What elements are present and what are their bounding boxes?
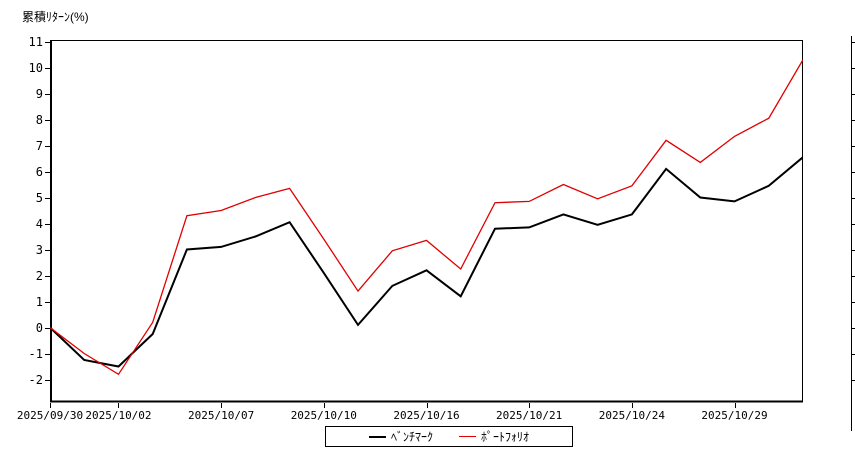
x-tick-mark <box>118 403 119 408</box>
y-tick-mark <box>45 172 50 173</box>
y-tick-label: 1 <box>35 294 43 309</box>
x-tick-label: 2025/10/02 <box>85 409 152 422</box>
series-line-0 <box>50 156 803 368</box>
y-tick-label: 6 <box>35 164 43 179</box>
y-tick-label: 0 <box>35 320 43 335</box>
y-tick-mark <box>45 354 50 355</box>
y-tick-label: 5 <box>35 190 43 205</box>
y-tick-label: -1 <box>28 346 43 361</box>
right-edge-tick <box>851 94 855 95</box>
right-edge-tick <box>851 172 855 173</box>
right-edge-tick <box>851 250 855 251</box>
y-tick-label: 10 <box>28 60 43 75</box>
y-tick-label: 8 <box>35 112 43 127</box>
plot-frame <box>50 40 803 403</box>
chart-title: 累積ﾘﾀｰﾝ(%) <box>22 10 89 24</box>
y-tick-label: 2 <box>35 268 43 283</box>
right-edge-tick <box>851 42 855 43</box>
y-tick-mark <box>45 68 50 69</box>
right-edge-tick <box>851 198 855 199</box>
y-tick-label: 4 <box>35 216 43 231</box>
legend-item-portfolio: ﾎﾟｰﾄﾌｫﾘｵ <box>459 428 529 445</box>
legend-label-benchmark: ﾍﾞﾝﾁﾏｰｸ <box>390 430 433 444</box>
x-tick-label: 2025/10/24 <box>598 409 665 422</box>
x-tick-mark <box>427 403 428 408</box>
y-tick-mark <box>45 276 50 277</box>
y-tick-label: 3 <box>35 242 43 257</box>
x-tick-label: 2025/10/07 <box>188 409 255 422</box>
right-edge-tick <box>851 354 855 355</box>
x-tick-mark <box>632 403 633 408</box>
y-tick-mark <box>45 302 50 303</box>
series-line-1 <box>50 59 803 376</box>
portfolio-line-swatch <box>459 436 476 437</box>
y-tick-mark <box>45 42 50 43</box>
x-tick-mark <box>221 403 222 408</box>
x-tick-mark <box>324 403 325 408</box>
y-tick-mark <box>45 224 50 225</box>
x-tick-label: 2025/10/10 <box>290 409 357 422</box>
chart-plot <box>50 40 803 403</box>
right-edge-tick <box>851 380 855 381</box>
x-tick-label: 2025/10/21 <box>496 409 563 422</box>
right-edge-tick <box>851 302 855 303</box>
y-tick-label: -2 <box>28 372 43 387</box>
legend: ﾍﾞﾝﾁﾏｰｸ ﾎﾟｰﾄﾌｫﾘｵ <box>325 426 573 447</box>
y-tick-mark <box>45 120 50 121</box>
x-tick-mark <box>735 403 736 408</box>
window-edge-line <box>851 36 852 431</box>
right-edge-tick <box>851 224 855 225</box>
y-tick-label: 11 <box>28 34 43 49</box>
y-tick-mark <box>45 198 50 199</box>
right-edge-tick <box>851 276 855 277</box>
right-edge-tick <box>851 68 855 69</box>
right-edge-tick <box>851 328 855 329</box>
x-tick-mark <box>50 403 51 408</box>
y-tick-mark <box>45 94 50 95</box>
y-tick-label: 7 <box>35 138 43 153</box>
x-tick-mark <box>529 403 530 408</box>
legend-item-benchmark: ﾍﾞﾝﾁﾏｰｸ <box>368 428 433 445</box>
legend-label-portfolio: ﾎﾟｰﾄﾌｫﾘｵ <box>481 430 530 444</box>
y-tick-label: 9 <box>35 86 43 101</box>
y-tick-mark <box>45 380 50 381</box>
x-tick-label: 2025/10/16 <box>393 409 460 422</box>
x-tick-label: 2025/09/30 <box>16 409 84 422</box>
series-lines <box>50 59 803 376</box>
y-tick-mark <box>45 328 50 329</box>
right-edge-tick <box>851 146 855 147</box>
y-tick-mark <box>45 146 50 147</box>
benchmark-line-swatch <box>368 435 386 438</box>
right-edge-tick <box>851 120 855 121</box>
y-tick-mark <box>45 250 50 251</box>
x-tick-label: 2025/10/29 <box>701 409 768 422</box>
